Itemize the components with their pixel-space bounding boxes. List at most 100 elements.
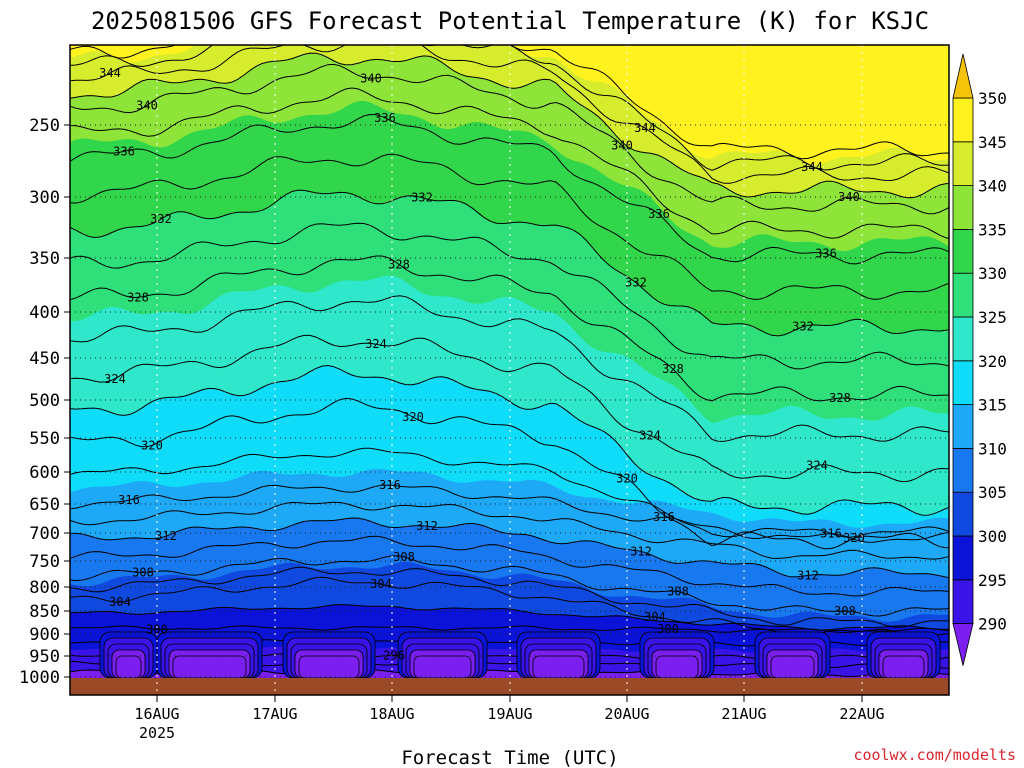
x-year-label: 2025 <box>139 724 175 742</box>
contour-label: 332 <box>792 320 814 334</box>
colorbar-tick-label: 340 <box>978 177 1007 196</box>
isentrope-316 <box>70 484 949 543</box>
surface-cell <box>156 631 263 679</box>
contour-label: 320 <box>616 472 638 486</box>
temperature-fill-bands <box>70 45 949 679</box>
colorbar-tick-label: 330 <box>978 264 1007 283</box>
isentrope-340 <box>70 63 949 215</box>
contour-label: 296 <box>383 648 405 662</box>
colorbar-band <box>952 491 974 537</box>
isentrope-342 <box>70 52 949 199</box>
contour-label: 336 <box>815 247 837 261</box>
y-axis: 250 300 350 400 450 500 550 600 650 700 750 800 850 9… <box>19 116 70 688</box>
colorbar-band <box>952 141 974 187</box>
isentrope-322 <box>70 364 949 516</box>
y-tick-label: 500 <box>29 391 60 411</box>
isentrope-330 <box>70 222 949 370</box>
contour-label: 300 <box>146 622 168 636</box>
x-tick-label: 18AUG <box>369 705 414 723</box>
colorbar-tick-label: 345 <box>978 133 1007 152</box>
x-tick-label: 17AUG <box>252 705 297 723</box>
contour-label: 332 <box>625 276 647 290</box>
y-tick-label: 700 <box>29 524 60 544</box>
contour-label: 340 <box>360 71 382 85</box>
x-tick-label: 21AUG <box>721 705 766 723</box>
contour-label: 308 <box>132 565 154 579</box>
isentrope-320 <box>70 397 949 550</box>
credit-text: coolwx.com/modelts <box>853 746 1016 764</box>
x-axis-label: Forecast Time (UTC) <box>401 747 618 768</box>
colorbar-tick-label: 325 <box>978 308 1007 327</box>
colorbar-high-arrow <box>952 53 974 99</box>
colorbar-band <box>952 360 974 405</box>
chart-title: 2025081506 GFS Forecast Potential Temper… <box>91 7 929 35</box>
x-tick-label: 16AUG <box>134 705 179 723</box>
x-axis: 16AUG 17AUG 18AUG 19AUG 20AUG 21AUG 22AUG 2025 <box>134 695 885 742</box>
isentrope-326 <box>70 295 949 442</box>
contour-label: 324 <box>806 459 828 473</box>
isentrope-308 <box>70 555 949 617</box>
contour-label: 312 <box>416 519 438 533</box>
surface-cell <box>99 631 158 679</box>
surface-cell <box>754 631 831 679</box>
isentrope-310 <box>70 535 949 597</box>
contour-label: 312 <box>630 544 652 558</box>
colorbar-tick-label: 300 <box>978 527 1007 546</box>
contour-label: 340 <box>838 190 860 204</box>
contour-label: 336 <box>648 207 670 221</box>
colorbar-band <box>952 535 974 581</box>
surface-cell <box>866 631 941 679</box>
contour-label: 312 <box>797 568 819 582</box>
x-tick-label: 22AUG <box>839 705 884 723</box>
contour-label: 344 <box>801 160 823 174</box>
contour-label: 328 <box>388 257 410 271</box>
y-tick-label: 750 <box>29 552 60 572</box>
contour-label: 304 <box>644 610 666 624</box>
x-tick-label: 20AUG <box>604 705 649 723</box>
contour-label: 304 <box>109 595 131 609</box>
contour-label: 324 <box>639 428 661 442</box>
surface-cells <box>99 631 941 679</box>
isentrope-306 <box>70 566 949 628</box>
y-tick-label: 800 <box>29 578 60 598</box>
contour-label: 340 <box>136 98 158 112</box>
contour-label: 340 <box>611 138 633 152</box>
contour-label: 316 <box>820 527 842 541</box>
contour-label: 320 <box>402 410 424 424</box>
colorbar-band <box>952 316 974 362</box>
contour-label: 328 <box>662 362 684 376</box>
colorbar-tick-label: 305 <box>978 483 1007 502</box>
isentrope-338 <box>70 87 949 239</box>
colorbar-tick-label: 315 <box>978 396 1007 415</box>
isentrope-332 <box>70 189 949 337</box>
contour-label: 324 <box>104 372 126 386</box>
colorbar-band <box>952 97 974 143</box>
colorbar-tick-label: 335 <box>978 220 1007 239</box>
contour-label: 316 <box>653 510 675 524</box>
isentrope-344 <box>70 45 949 184</box>
surface-cell <box>282 631 376 679</box>
contour-label: 300 <box>657 622 679 636</box>
contour-label: 320 <box>141 438 163 452</box>
colorbar-band <box>952 228 974 274</box>
colorbar-low-arrow <box>952 623 974 666</box>
isentrope-346 <box>70 45 949 171</box>
isentrope-336 <box>70 113 949 265</box>
contour-label: 332 <box>411 191 433 205</box>
surface-cell <box>639 631 715 679</box>
contour-label: 316 <box>118 493 140 507</box>
surface-cell <box>397 631 488 679</box>
y-tick-label: 550 <box>29 429 60 449</box>
contour-label: 344 <box>634 121 656 135</box>
colorbar-tick-label: 350 <box>978 89 1007 108</box>
contour-label: 332 <box>150 212 172 226</box>
contour-label: 324 <box>365 337 387 351</box>
surface-cell <box>516 631 601 679</box>
isentrope-328 <box>70 255 949 402</box>
isentrope-334 <box>70 153 949 300</box>
colorbar: 290 295 300 305 310 315 320 325 330 335 340 345 350 <box>952 53 1007 666</box>
contour-label: 344 <box>99 66 121 80</box>
colorbar-band <box>952 447 974 493</box>
contour-label: 328 <box>127 290 149 304</box>
